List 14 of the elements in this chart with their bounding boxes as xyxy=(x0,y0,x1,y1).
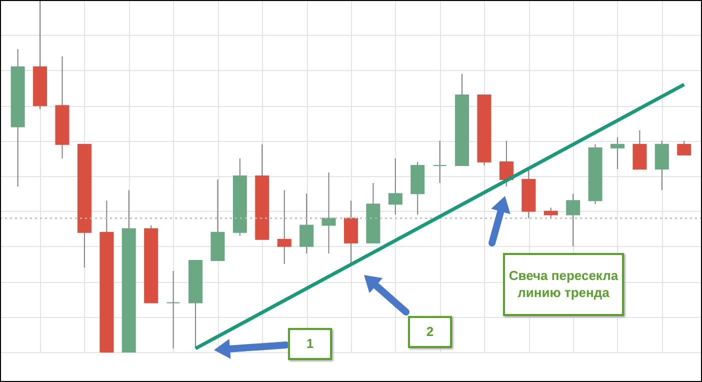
annotation: 1 xyxy=(288,328,332,360)
candlestick xyxy=(677,140,692,156)
annotation: Свеча пересекла линию тренда xyxy=(503,253,624,316)
candlestick xyxy=(610,136,624,170)
candlestick xyxy=(566,193,580,247)
candlestick xyxy=(544,207,558,219)
candlestick xyxy=(432,140,447,184)
candlestick xyxy=(166,270,180,349)
candlestick xyxy=(388,158,402,216)
candlestick xyxy=(499,140,514,188)
candlestick xyxy=(300,193,314,254)
candlestick xyxy=(277,190,292,264)
annotation: 2 xyxy=(408,316,452,348)
candlestick xyxy=(322,172,336,254)
